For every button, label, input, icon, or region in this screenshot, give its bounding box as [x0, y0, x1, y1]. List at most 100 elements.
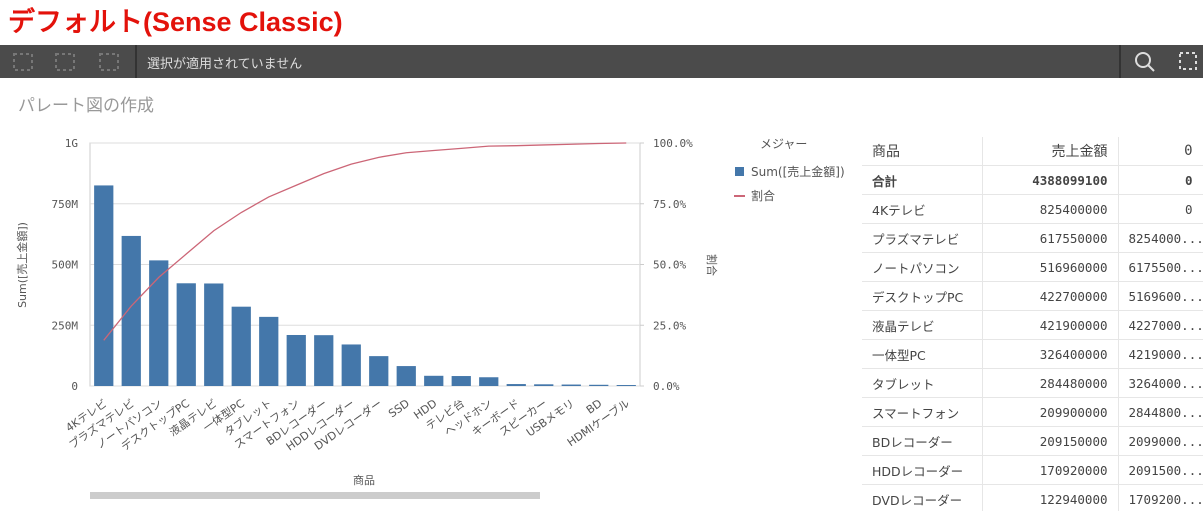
table-cell: 4388099100 [982, 165, 1119, 195]
table-cell: 0 [1118, 165, 1203, 195]
y2-tick-label: 100.0% [653, 137, 693, 150]
bar [286, 334, 306, 386]
line [103, 142, 627, 341]
bar [479, 377, 499, 386]
bar [396, 366, 416, 386]
table-cell: 4227000... [1118, 310, 1203, 340]
table-row: タブレット 284480000 3264000... [862, 368, 1203, 398]
table-cell: 825400000 [982, 194, 1119, 224]
table-cell: 3264000... [1118, 368, 1203, 398]
table-cell[interactable]: 売上金額 [982, 137, 1119, 166]
y2-tick-label: 25.0% [653, 319, 686, 332]
bar [616, 385, 636, 386]
table-row: 液晶テレビ 421900000 4227000... [862, 310, 1203, 340]
table-cell: 2091500... [1118, 455, 1203, 485]
page-title: デフォルト(Sense Classic) [8, 7, 343, 37]
table-cell: 8254000... [1118, 223, 1203, 253]
table-cell: BDレコーダー [862, 426, 983, 456]
table-cell: 421900000 [982, 310, 1119, 340]
table-cell: 一体型PC [862, 339, 983, 369]
bar [231, 306, 251, 386]
y2-tick-label: 75.0% [653, 198, 686, 211]
table-row: スマートフォン 209900000 2844800... [862, 397, 1203, 427]
table-row: BDレコーダー 209150000 2099000... [862, 426, 1203, 456]
table-cell: 209150000 [982, 426, 1119, 456]
toolbar-icons [13, 45, 1197, 78]
table-cell: 422700000 [982, 281, 1119, 311]
clear-icon[interactable] [99, 53, 119, 71]
y-axis-title: Sum([売上金額]) [15, 222, 29, 308]
bar [506, 384, 526, 386]
bar [94, 185, 114, 386]
legend-label: 割合 [751, 188, 775, 203]
table-cell: 5169600... [1118, 281, 1203, 311]
forward-icon[interactable] [55, 53, 75, 71]
search-icon[interactable] [1135, 52, 1151, 68]
table-cell: 284480000 [982, 368, 1119, 398]
toolbar: 選択が適用されていません [0, 45, 1203, 78]
table-cell: プラズマテレビ [862, 223, 983, 253]
legend-swatch [735, 167, 744, 176]
bar [121, 235, 141, 386]
bar [314, 335, 334, 386]
y2-axis-title: 割合 [705, 254, 719, 276]
back-icon[interactable] [13, 53, 33, 71]
table-row: デスクトップPC 422700000 5169600... [862, 281, 1203, 311]
table-cell: 617550000 [982, 223, 1119, 253]
x-axis-title: 商品 [353, 473, 375, 487]
table-row: DVDレコーダー 122940000 1709200... [862, 484, 1203, 511]
table-cell: 209900000 [982, 397, 1119, 427]
bar [534, 384, 554, 386]
bar [176, 283, 196, 386]
y-tick-label: 1G [65, 137, 78, 150]
table-cell: ノートパソコン [862, 252, 983, 282]
table-cell[interactable]: 商品 [862, 137, 983, 166]
scrollbar [90, 492, 540, 499]
select-tool-icon[interactable] [1179, 52, 1197, 70]
table-cell: 2099000... [1118, 426, 1203, 456]
table-cell: 170920000 [982, 455, 1119, 485]
table-row: ノートパソコン 516960000 6175500... [862, 252, 1203, 282]
table-cell: 1709200... [1118, 484, 1203, 511]
bar [341, 344, 361, 386]
bar [369, 356, 389, 386]
table: 商品 売上金額 0 合計 4388099100 0 4Kテレビ 825400000 0 プラズマテ… [862, 137, 1203, 511]
selection-message: 選択が適用されていません [147, 57, 303, 72]
y-tick-label: 0 [71, 380, 78, 393]
bar [561, 384, 581, 386]
y-tick-label: 250M [52, 319, 79, 332]
object-title: パレート図の作成 [18, 96, 154, 116]
table-row: 一体型PC 326400000 4219000... [862, 339, 1203, 369]
table-cell: デスクトップPC [862, 281, 983, 311]
table-row: 商品 売上金額 0 [862, 137, 1203, 166]
bar [424, 375, 444, 386]
y2-tick-label: 0.0% [653, 380, 680, 393]
table-cell: 122940000 [982, 484, 1119, 511]
y2-tick-label: 50.0% [653, 259, 686, 272]
table-cell: タブレット [862, 368, 983, 398]
y-tick-label: 750M [52, 198, 79, 211]
bar [451, 376, 471, 386]
table-cell: スマートフォン [862, 397, 983, 427]
table-row: HDDレコーダー 170920000 2091500... [862, 455, 1203, 485]
legend-label: Sum([売上金額]) [751, 164, 845, 179]
table-cell: 6175500... [1118, 252, 1203, 282]
table-cell: 0 [1118, 194, 1203, 224]
table-row: 合計 4388099100 0 [862, 165, 1203, 195]
table-container: 商品 売上金額 0 合計 4388099100 0 4Kテレビ 825400000 0 プラズマテ… [862, 137, 1203, 511]
table-cell: HDDレコーダー [862, 455, 983, 485]
y-tick-label: 500M [52, 259, 79, 272]
table-cell: 液晶テレビ [862, 310, 983, 340]
table-cell: 516960000 [982, 252, 1119, 282]
chart: 0 250M 500M 750M 1G 0.0% 25.0% 50.0% 75.0% 100.0%… [15, 137, 845, 499]
legend-title: メジャー [760, 137, 807, 151]
table-cell[interactable]: 0 [1118, 137, 1203, 166]
table-row: 4Kテレビ 825400000 0 [862, 194, 1203, 224]
table-cell: 2844800... [1118, 397, 1203, 427]
table-row: プラズマテレビ 617550000 8254000... [862, 223, 1203, 253]
table-cell: 合計 [862, 165, 983, 195]
x-tick-label: SSD [386, 397, 412, 421]
table-cell: 4219000... [1118, 339, 1203, 369]
table-cell: 326400000 [982, 339, 1119, 369]
